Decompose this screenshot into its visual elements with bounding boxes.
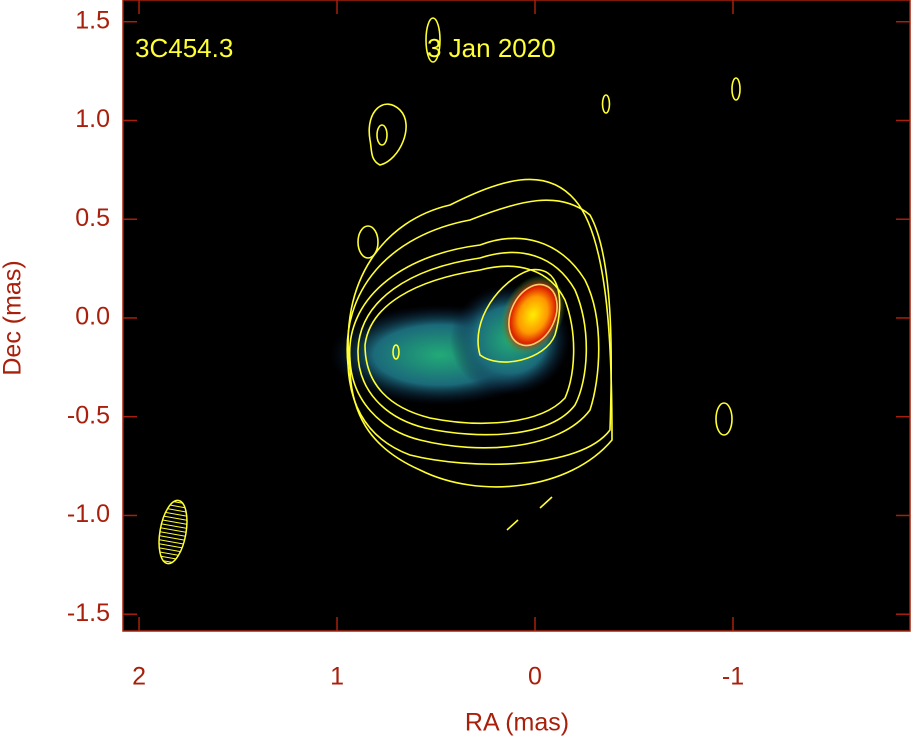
y-tick-label: -0.5 [67,401,110,429]
y-tick-label: 0.0 [75,303,110,331]
epoch: 3 Jan 2020 [427,33,556,63]
y-axis-label: Dec (mas) [0,260,27,375]
y-tick-label: -1.0 [67,500,110,528]
x-tick-label: 2 [132,663,146,691]
plot-frame [122,0,911,632]
source-name: 3C454.3 [135,33,233,63]
x-tick-label: -1 [722,663,744,691]
y-tick-label: -1.5 [67,599,110,627]
y-tick-label: 1.5 [75,6,110,34]
image [330,274,570,405]
x-axis-label: RA (mas) [465,709,569,737]
y-tick-label: 1.0 [75,105,110,133]
x-tick-label: 0 [528,663,542,691]
contours [346,17,741,531]
x-tick-label: 1 [330,663,344,691]
beam [158,499,188,565]
y-tick-label: 0.5 [75,204,110,232]
